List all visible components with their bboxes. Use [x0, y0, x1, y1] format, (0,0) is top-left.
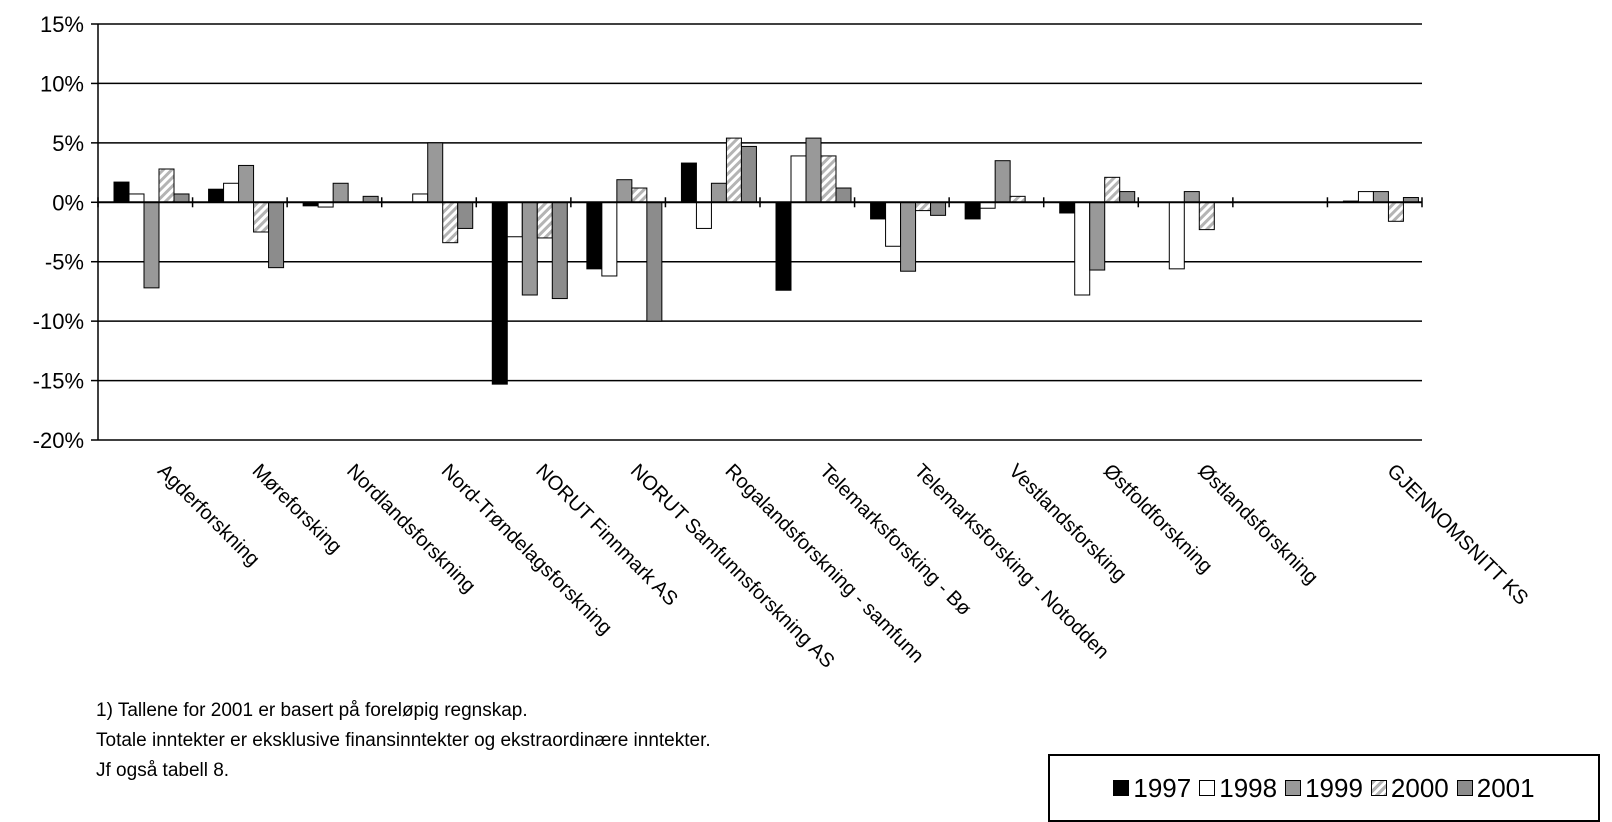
y-tick-label: 5% [52, 131, 84, 156]
x-category-label: Østlandsforskning [1193, 460, 1322, 589]
x-category-label: Nord-Trøndelagsforskning [437, 460, 616, 639]
bar-1997 [680, 162, 697, 203]
legend-item-1997: 1997 [1113, 773, 1191, 804]
y-tick-label: 0% [52, 190, 84, 215]
bar-2001 [646, 201, 663, 322]
bar-1997 [586, 201, 603, 270]
bar-1998 [601, 201, 618, 277]
axes [97, 24, 1423, 441]
x-axis-labels: AgderforskningMøreforskingNordlandsforsk… [153, 460, 1532, 673]
bar-2000 [536, 201, 553, 239]
bar-2000 [915, 201, 932, 212]
legend-swatch-1998 [1199, 780, 1216, 796]
bar-2000 [1198, 201, 1215, 231]
x-category-label: Agderforskning [153, 460, 264, 571]
bar-2000 [725, 137, 742, 203]
footnote-3: Jf også tabell 8. [96, 760, 230, 781]
bar-2001 [268, 201, 285, 269]
bar-2001 [457, 201, 474, 229]
y-axis-ticks: 15% 10% 5% 0% -5% -10% -15% -20% [33, 12, 98, 453]
bar-1998 [1168, 201, 1185, 270]
bar-2001 [1119, 191, 1136, 203]
bar-2001 [930, 201, 947, 216]
bar-1998 [506, 201, 523, 238]
bar-2000 [442, 201, 459, 244]
bar-2000 [158, 168, 175, 203]
x-category-label: Telemarksforsking - Bø [815, 460, 975, 620]
footnote-1: 1) Tallene for 2001 er basert på foreløp… [96, 700, 528, 721]
legend-item-2000: 2000 [1370, 772, 1449, 804]
y-tick-label: -20% [33, 428, 84, 453]
bar-1998 [790, 155, 807, 203]
legend-label-2000: 2000 [1390, 772, 1449, 803]
bar-2000 [631, 187, 648, 203]
bar-1997 [1059, 201, 1076, 214]
bar-1997 [870, 201, 887, 220]
y-tick-label: -5% [45, 250, 84, 275]
legend-swatch-1997 [1113, 780, 1130, 796]
bar-2000 [1387, 201, 1404, 222]
bar-1999 [805, 137, 822, 203]
bar-2001 [835, 187, 852, 203]
legend-item-1998: 1998 [1199, 773, 1277, 804]
bar-1999 [1089, 201, 1106, 271]
legend: 1997 1998 1999 2000 2001 [1048, 754, 1600, 822]
legend-label-1997: 1997 [1133, 772, 1192, 803]
bar-1999 [332, 182, 349, 203]
x-category-label: Møreforsking [248, 460, 346, 558]
bar-1997 [964, 201, 981, 220]
bar-1997 [775, 201, 792, 291]
legend-label-1999: 1999 [1305, 772, 1363, 803]
bar-1999 [994, 160, 1011, 203]
x-category-label: Rogalandsforskning - samfunn [721, 460, 928, 667]
legend-label-1998: 1998 [1219, 772, 1278, 803]
y-tick-label: 10% [40, 71, 84, 96]
bar-1998 [128, 193, 145, 203]
bar-1997 [208, 188, 225, 203]
bar-1997 [491, 201, 508, 385]
bar-2000 [1104, 176, 1121, 203]
legend-swatch-1999 [1285, 780, 1302, 796]
legend-swatch-2001 [1456, 780, 1473, 796]
bar-1999 [1183, 191, 1200, 203]
bar-1999 [900, 201, 917, 272]
y-tick-label: 15% [40, 12, 84, 37]
bar-2001 [740, 145, 757, 203]
bars [113, 137, 1419, 385]
bar-2000 [253, 201, 270, 233]
x-category-label: GJENNOMSNITT KS [1383, 460, 1533, 610]
bar-1999 [1372, 191, 1389, 203]
bar-2001 [551, 201, 568, 300]
bar-1999 [143, 201, 160, 289]
bar-1998 [412, 193, 429, 203]
bar-1998 [1357, 191, 1374, 203]
y-tick-label: -10% [33, 309, 84, 334]
footnote-2: Totale inntekter er eksklusive finansinn… [96, 730, 711, 751]
x-category-label: NORUT Samfunnsforskning AS [626, 460, 839, 673]
bar-1998 [1074, 201, 1091, 296]
bar-1999 [616, 179, 633, 203]
legend-swatch-2000 [1370, 780, 1387, 796]
bar-1999 [238, 164, 255, 203]
legend-label-2001: 2001 [1476, 772, 1535, 803]
bar-1998 [223, 182, 240, 203]
y-tick-label: -15% [33, 369, 84, 394]
bar-1999 [427, 142, 444, 203]
bar-1997 [113, 181, 130, 203]
footnotes: 1) Tallene for 2001 er basert på foreløp… [96, 696, 711, 786]
bar-1999 [710, 182, 727, 203]
bar-1998 [695, 201, 712, 229]
legend-item-2001: 2001 [1456, 772, 1535, 804]
x-category-label: Telemarksforsking - Notodden [910, 460, 1113, 663]
bar-1999 [521, 201, 538, 296]
bar-2000 [820, 155, 837, 203]
legend-item-1999: 1999 [1285, 773, 1363, 804]
bar-2001 [173, 193, 190, 203]
bar-1998 [885, 201, 902, 247]
